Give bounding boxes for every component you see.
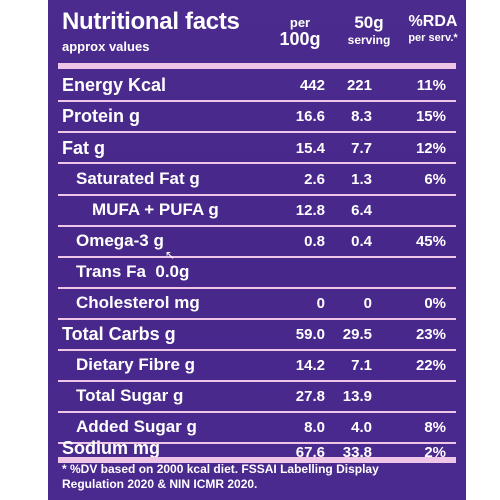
- nutrient-row-total-sugar: Total Sugar g 27.8 13.9: [48, 383, 466, 411]
- value-per-100g: 12.8: [295, 202, 325, 219]
- footnote-line-1: * %DV based on 2000 kcal diet. FSSAI Lab…: [62, 462, 379, 476]
- nutrient-row-protein: Protein g 16.6 8.3 15%: [48, 103, 466, 131]
- nutrient-row-energy: Energy Kcal 442 221 11%: [48, 72, 466, 100]
- row-divider: [58, 225, 456, 227]
- nutrient-row-dietary-fibre: Dietary Fibre g 14.2 7.1 22%: [48, 352, 466, 380]
- nutrient-row-mufa-pufa: MUFA + PUFA g 12.8 6.4: [48, 197, 466, 225]
- value-per-100g: 0.8: [304, 233, 325, 250]
- row-divider: [58, 256, 456, 258]
- row-divider: [58, 442, 456, 444]
- nutrient-label: Energy Kcal: [62, 75, 167, 95]
- value-per-100g: 0: [316, 295, 325, 312]
- value-per-100g: 14.2: [295, 357, 325, 374]
- value-per-100g: 67.6: [295, 444, 325, 461]
- value-rda: 8%: [424, 419, 446, 436]
- nutrient-label: Added Sugar g: [76, 417, 197, 436]
- column-header-per-100g-bottom: 100g: [279, 28, 321, 49]
- nutrient-row-omega-3: Omega-3 g 0.8 0.4 45%: [48, 228, 466, 256]
- nutrient-row-sodium: Sodium mg 67.6 33.8 2%: [48, 434, 466, 462]
- nutrient-row-added-sugar: Added Sugar g 8.0 4.0 8%: [48, 414, 466, 442]
- column-header-rda: %RDA per serv.*: [401, 13, 465, 44]
- column-header-serving-top: 50g: [354, 13, 384, 32]
- column-header-serving: 50g serving: [338, 14, 400, 46]
- value-serving: 1.3: [351, 171, 372, 188]
- value-per-100g: 15.4: [295, 140, 325, 157]
- nutrient-row-saturated-fat: Saturated Fat g 2.6 1.3 6%: [48, 166, 466, 194]
- panel-title: Nutritional facts: [62, 8, 240, 35]
- nutrient-label: Cholesterol mg: [76, 293, 200, 312]
- column-header-serving-bottom: serving: [347, 32, 391, 47]
- footer-divider: [58, 457, 456, 463]
- value-serving: 7.7: [351, 140, 372, 157]
- row-divider: [58, 100, 456, 102]
- nutrient-row-cholesterol: Cholesterol mg 0 0 0%: [48, 290, 466, 318]
- footnote: * %DV based on 2000 kcal diet. FSSAI Lab…: [62, 462, 458, 492]
- column-header-rda-top: %RDA: [408, 13, 458, 30]
- value-serving: 221: [346, 77, 372, 94]
- value-rda: 23%: [415, 326, 446, 343]
- nutrient-label: Total Sugar g: [76, 386, 184, 405]
- value-per-100g: 8.0: [304, 419, 325, 436]
- nutrient-label: Dietary Fibre g: [76, 355, 196, 374]
- row-divider: [58, 287, 456, 289]
- row-divider: [58, 349, 456, 351]
- value-rda: 45%: [415, 233, 446, 250]
- footnote-line-2: Regulation 2020 & NIN ICMR 2020.: [62, 477, 258, 491]
- value-per-100g: 27.8: [295, 388, 325, 405]
- row-divider: [58, 380, 456, 382]
- nutrient-label: Sodium mg: [62, 438, 160, 458]
- row-divider: [58, 162, 456, 164]
- value-serving: 7.1: [351, 357, 372, 374]
- value-rda: 22%: [415, 357, 446, 374]
- value-serving: 29.5: [342, 326, 372, 343]
- nutrient-row-fat: Fat g 15.4 7.7 12%: [48, 135, 466, 163]
- value-serving: 4.0: [351, 419, 372, 436]
- value-serving: 6.4: [351, 202, 372, 219]
- value-rda: 12%: [415, 140, 446, 157]
- nutrition-facts-panel: Nutritional facts approx values per 100g…: [48, 0, 466, 500]
- panel-subtitle: approx values: [62, 39, 150, 54]
- nutrient-label: MUFA + PUFA g: [92, 200, 219, 219]
- value-serving: 8.3: [351, 108, 372, 125]
- column-header-rda-bottom: per serv.*: [408, 31, 458, 44]
- value-rda: 6%: [424, 171, 446, 188]
- value-rda: 15%: [415, 108, 446, 125]
- nutrient-row-total-carbs: Total Carbs g 59.0 29.5 23%: [48, 321, 466, 349]
- value-per-100g: 59.0: [295, 326, 325, 343]
- row-divider: [58, 131, 456, 133]
- nutrient-label: Trans Fa 0.0g: [76, 262, 190, 281]
- value-serving: 0.4: [351, 233, 372, 250]
- nutrient-label: Protein g: [62, 106, 141, 126]
- column-header-per-100g-top: per: [289, 15, 311, 30]
- header-divider: [58, 63, 456, 69]
- value-per-100g: 16.6: [295, 108, 325, 125]
- value-rda: 2%: [424, 444, 446, 461]
- value-rda: 0%: [424, 295, 446, 312]
- nutrient-row-trans-fat: Trans Fa 0.0g: [48, 259, 466, 287]
- column-header-per-100g: per 100g: [274, 16, 326, 49]
- row-divider: [58, 318, 456, 320]
- mouse-cursor-icon: ↖: [165, 248, 176, 262]
- row-divider: [58, 194, 456, 196]
- nutrient-label: Fat g: [62, 138, 105, 158]
- value-per-100g: 442: [299, 77, 325, 94]
- value-rda: 11%: [416, 77, 446, 94]
- nutrient-label: Total Carbs g: [62, 324, 176, 344]
- value-serving: 33.8: [342, 444, 372, 461]
- nutrient-label: Saturated Fat g: [76, 169, 200, 188]
- row-divider: [58, 411, 456, 413]
- value-per-100g: 2.6: [304, 171, 325, 188]
- value-serving: 13.9: [342, 388, 372, 405]
- value-serving: 0: [363, 295, 372, 312]
- nutrient-label: Omega-3 g: [76, 231, 164, 250]
